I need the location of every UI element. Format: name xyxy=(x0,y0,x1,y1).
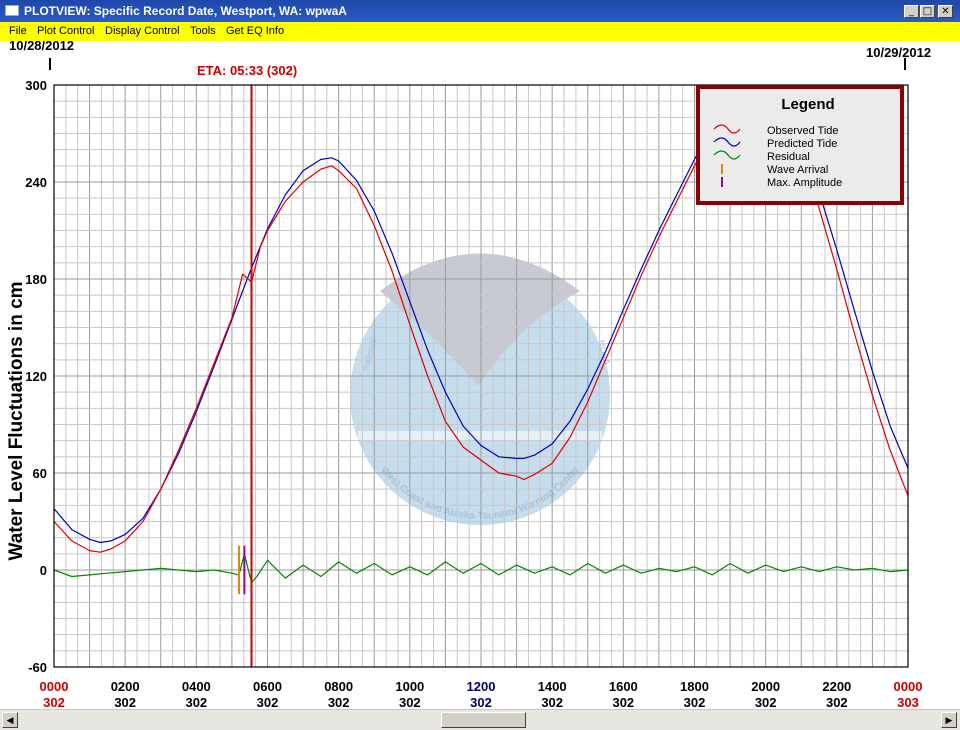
minimize-button[interactable]: _ xyxy=(904,5,919,18)
y-tick-label: 0 xyxy=(40,563,47,578)
x-tick-time-label: 0600 xyxy=(253,679,282,694)
x-tick-time-label: 1400 xyxy=(538,679,567,694)
app-icon xyxy=(5,5,19,16)
scroll-thumb[interactable] xyxy=(441,712,526,728)
watermark-stripe xyxy=(358,431,602,441)
watermark-circle xyxy=(350,265,610,525)
y-tick-label: 180 xyxy=(25,272,47,287)
x-tick-time-label: 0800 xyxy=(324,679,353,694)
window-title: PLOTVIEW: Specific Record Date, Westport… xyxy=(24,4,347,18)
legend-observed-swatch xyxy=(713,124,741,134)
scroll-left-arrow-icon[interactable]: ◀ xyxy=(2,712,18,728)
legend-wave-arrival-label: Wave Arrival xyxy=(767,164,828,176)
noaa-watermark: West Coast and Alaska Tsunami Warning Ce… xyxy=(350,253,612,525)
maximize-button[interactable]: □ xyxy=(920,5,935,18)
legend-max-amplitude-label: Max. Amplitude xyxy=(767,177,842,189)
menu-bar: File Plot Control Display Control Tools … xyxy=(0,22,960,41)
y-tick-label: 60 xyxy=(33,466,47,481)
x-tick-day-label: 303 xyxy=(897,695,919,708)
x-tick-time-label: 2000 xyxy=(751,679,780,694)
residual-line xyxy=(53,553,909,584)
x-tick-day-label: 302 xyxy=(826,695,848,708)
x-tick-time-label: 0200 xyxy=(111,679,140,694)
y-tick-labels: -60 0 60 120 180 240 300 xyxy=(25,78,47,675)
x-tick-day-label: 302 xyxy=(43,695,65,708)
x-tick-time-label: 1800 xyxy=(680,679,709,694)
horizontal-scrollbar[interactable]: ◀ ▶ xyxy=(0,709,960,730)
y-tick-label: -60 xyxy=(28,660,47,675)
event-markers xyxy=(238,85,253,667)
y-axis-title: Water Level Fluctuations in cm xyxy=(6,281,27,560)
eta-label: ETA: 05:33 (302) xyxy=(197,63,297,78)
y-tick-label: 300 xyxy=(25,78,47,93)
x-tick-day-label: 302 xyxy=(684,695,706,708)
legend: Legend Observed Tide Predicted Tide Resi… xyxy=(696,85,904,205)
x-tick-day-label: 302 xyxy=(470,695,492,708)
legend-observed-label: Observed Tide xyxy=(767,125,839,137)
right-date-label: 10/29/2012 xyxy=(866,45,931,60)
x-tick-day-label: 302 xyxy=(399,695,421,708)
plot-area: West Coast and Alaska Tsunami Warning Ce… xyxy=(0,38,960,710)
x-tick-day-label: 302 xyxy=(257,695,279,708)
legend-predicted-label: Predicted Tide xyxy=(767,138,837,150)
title-bar: PLOTVIEW: Specific Record Date, Westport… xyxy=(0,0,960,22)
legend-residual-swatch xyxy=(713,150,741,160)
x-tick-time-label: 0000 xyxy=(894,679,923,694)
x-tick-time-label: 0400 xyxy=(182,679,211,694)
watermark-bird xyxy=(380,253,580,386)
menu-plot-control[interactable]: Plot Control xyxy=(37,25,95,37)
plot-frame xyxy=(53,84,909,668)
x-tick-time-label: 1200 xyxy=(467,679,496,694)
x-tick-day-label: 302 xyxy=(755,695,777,708)
x-tick-day-label: 302 xyxy=(185,695,207,708)
legend-predicted-swatch xyxy=(713,137,741,147)
scroll-right-arrow-icon[interactable]: ▶ xyxy=(941,712,957,728)
x-tick-time-label: 1600 xyxy=(609,679,638,694)
x-tick-time-label: 1000 xyxy=(395,679,424,694)
x-tick-day-label: 302 xyxy=(328,695,350,708)
menu-file[interactable]: File xyxy=(9,25,27,37)
x-tick-day-label: 302 xyxy=(541,695,563,708)
y-tick-label: 120 xyxy=(25,369,47,384)
menu-tools[interactable]: Tools xyxy=(190,25,216,37)
y-tick-label: 240 xyxy=(25,175,47,190)
x-tick-day-label: 302 xyxy=(612,695,634,708)
menu-get-eq-info[interactable]: Get EQ Info xyxy=(226,25,285,37)
menu-display-control[interactable]: Display Control xyxy=(105,25,180,37)
left-date-label: 10/28/2012 xyxy=(9,41,74,53)
x-tick-day-label: 302 xyxy=(114,695,136,708)
x-tick-time-label: 2200 xyxy=(822,679,851,694)
x-tick-time-label: 0000 xyxy=(40,679,69,694)
legend-title: Legend xyxy=(781,96,834,113)
tide-chart: West Coast and Alaska Tsunami Warning Ce… xyxy=(6,38,931,710)
legend-residual-label: Residual xyxy=(767,151,810,163)
close-button[interactable]: ✕ xyxy=(938,5,953,18)
x-tick-labels: 0000302020030204003020600302080030210003… xyxy=(40,679,923,710)
